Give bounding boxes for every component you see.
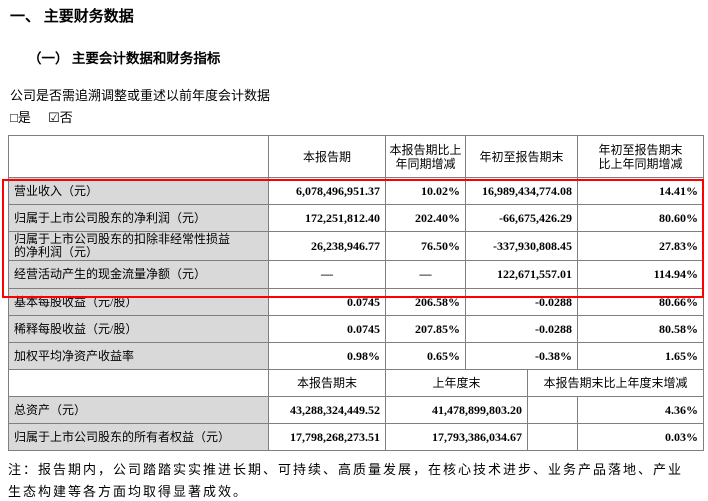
value-current-change: 0.65% — [385, 342, 466, 370]
table-header-row-bottom: 本报告期末 上年度末 本报告期末比上年度末增减 — [8, 369, 705, 397]
value-ytd: -66,675,426.29 — [464, 204, 579, 232]
checkbox-yes: □是 — [10, 110, 31, 125]
table-row-basic-eps: 基本每股收益（元/股） 0.0745 206.58% -0.0288 80.66… — [8, 288, 705, 316]
note-text: 注：报告期内，公司踏踏实实推进长期、可持续、高质量发展，在核心技术进步、业务产品… — [8, 462, 684, 499]
restatement-question: 公司是否需追溯调整或重述以前年度会计数据 — [10, 88, 271, 103]
row-label: 加权平均净资产收益率 — [8, 342, 269, 370]
restatement-answer: □是 ☑否 — [10, 110, 708, 126]
col-header-ytd-change: 年初至报告期末 比上年同期增减 — [577, 135, 705, 178]
subsection-title: （一） 主要会计数据和财务指标 — [28, 51, 221, 66]
value-ytd-change: 80.66% — [577, 288, 705, 316]
row-label: 归属于上市公司股东的扣除非经常性损益 的净利润（元） — [8, 231, 269, 261]
checkbox-no-checked: ☑否 — [48, 110, 73, 125]
value-current-change-dash: — — [385, 260, 466, 289]
table-row-revenue: 营业收入（元） 6,078,496,951.37 10.02% 16,989,4… — [8, 177, 705, 205]
col-header-current-period: 本报告期 — [268, 135, 386, 178]
value-period-end: 17,798,268,273.51 — [268, 423, 386, 451]
col-header-period-end: 本报告期末 — [268, 369, 386, 397]
value-current: 6,078,496,951.37 — [268, 177, 386, 205]
col-header-period-end-change: 本报告期末比上年度末增减 — [526, 369, 705, 397]
table-row-net-profit-excl: 归属于上市公司股东的扣除非经常性损益 的净利润（元） 26,238,946.77… — [8, 231, 705, 261]
value-ytd: 122,671,557.01 — [464, 260, 579, 289]
col-header-prev-year-end: 上年度末 — [385, 369, 528, 397]
table-row-cash-flow: 经营活动产生的现金流量净额（元） — — 122,671,557.01 114.… — [8, 260, 705, 289]
value-current-change: 207.85% — [385, 315, 466, 343]
row-label: 经营活动产生的现金流量净额（元） — [8, 260, 269, 289]
empty-cell — [526, 396, 579, 424]
value-current-change: 10.02% — [385, 177, 466, 205]
value-current: 0.0745 — [268, 315, 386, 343]
table-header-row-top: 本报告期 本报告期比上 年同期增减 年初至报告期末 年初至报告期末 比上年同期增… — [8, 135, 705, 178]
value-prev-year-end: 17,793,386,034.67 — [385, 423, 528, 451]
row-label: 基本每股收益（元/股） — [8, 288, 269, 316]
value-current: 26,238,946.77 — [268, 231, 386, 261]
value-current: 0.0745 — [268, 288, 386, 316]
value-current: 0.98% — [268, 342, 386, 370]
value-ytd-change: 80.60% — [577, 204, 705, 232]
row-label: 归属于上市公司股东的所有者权益（元） — [8, 423, 269, 451]
col-header-current-change: 本报告期比上 年同期增减 — [385, 135, 466, 178]
value-current-change: 206.58% — [385, 288, 466, 316]
value-ytd: 16,989,434,774.08 — [464, 177, 579, 205]
value-ytd: -0.0288 — [464, 315, 579, 343]
value-change: 0.03% — [577, 423, 705, 451]
col-header-ytd: 年初至报告期末 — [464, 135, 579, 178]
value-current: 172,251,812.40 — [268, 204, 386, 232]
value-ytd-change: 1.65% — [577, 342, 705, 370]
corner-cell — [8, 369, 269, 397]
report-page: 一、 主要财务数据 （一） 主要会计数据和财务指标 公司是否需追溯调整或重述以前… — [0, 8, 708, 501]
table-row-equity: 归属于上市公司股东的所有者权益（元） 17,798,268,273.51 17,… — [8, 423, 705, 451]
value-ytd: -0.0288 — [464, 288, 579, 316]
value-current-change: 76.50% — [385, 231, 466, 261]
row-label: 归属于上市公司股东的净利润（元） — [8, 204, 269, 232]
value-change: 4.36% — [577, 396, 705, 424]
value-current-dash: — — [268, 260, 386, 289]
value-current-change: 202.40% — [385, 204, 466, 232]
value-ytd: -337,930,808.45 — [464, 231, 579, 261]
value-ytd-change: 114.94% — [577, 260, 705, 289]
table-row-diluted-eps: 稀释每股收益（元/股） 0.0745 207.85% -0.0288 80.58… — [8, 315, 705, 343]
corner-cell — [8, 135, 269, 178]
value-ytd-change: 27.83% — [577, 231, 705, 261]
value-period-end: 43,288,324,449.52 — [268, 396, 386, 424]
table-row-total-assets: 总资产（元） 43,288,324,449.52 41,478,899,803.… — [8, 396, 705, 424]
value-prev-year-end: 41,478,899,803.20 — [385, 396, 528, 424]
row-label: 总资产（元） — [8, 396, 269, 424]
table-row-roe: 加权平均净资产收益率 0.98% 0.65% -0.38% 1.65% — [8, 342, 705, 370]
empty-cell — [526, 423, 579, 451]
value-ytd: -0.38% — [464, 342, 579, 370]
row-label: 营业收入（元） — [8, 177, 269, 205]
value-ytd-change: 80.58% — [577, 315, 705, 343]
value-ytd-change: 14.41% — [577, 177, 705, 205]
table-row-net-profit: 归属于上市公司股东的净利润（元） 172,251,812.40 202.40% … — [8, 204, 705, 232]
section-title: 一、 主要财务数据 — [10, 9, 134, 25]
row-label: 稀释每股收益（元/股） — [8, 315, 269, 343]
financial-table: 本报告期 本报告期比上 年同期增减 年初至报告期末 年初至报告期末 比上年同期增… — [8, 135, 705, 451]
